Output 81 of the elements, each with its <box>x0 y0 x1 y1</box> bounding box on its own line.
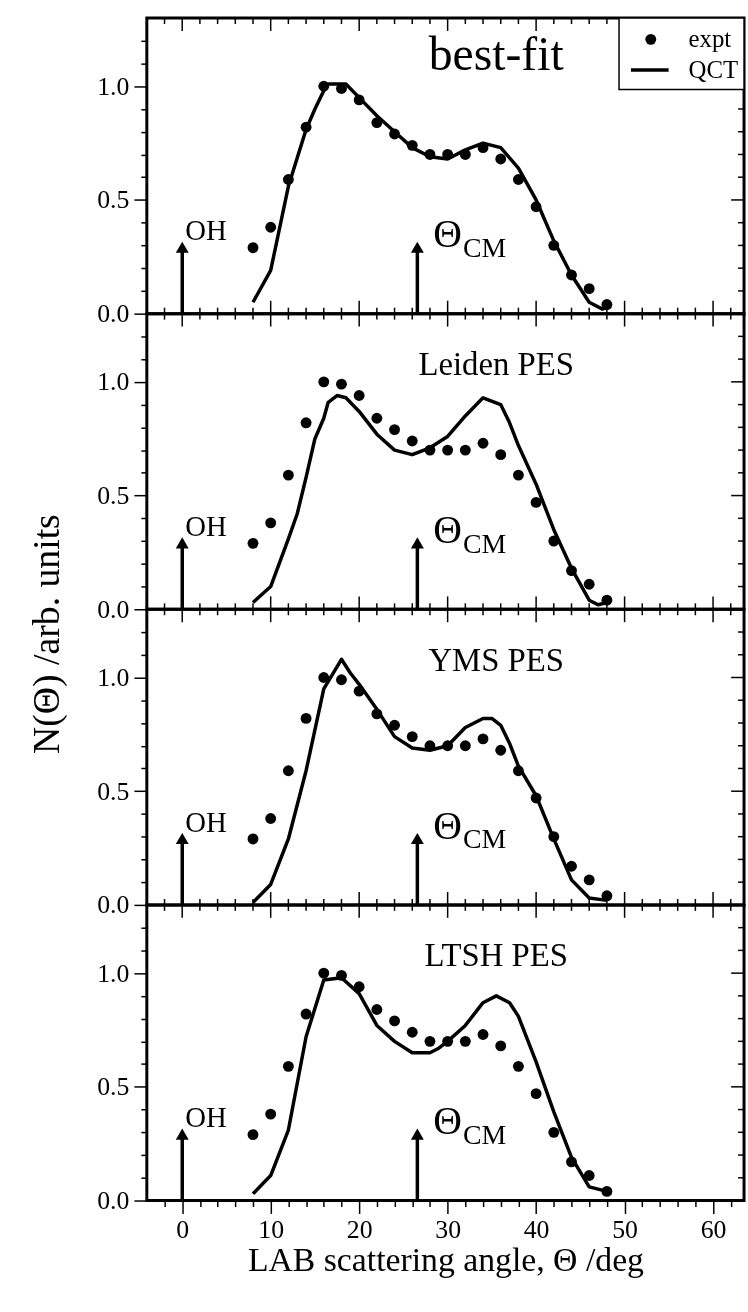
point <box>495 1040 507 1052</box>
y-tick-label: 1.0 <box>97 367 130 397</box>
point <box>477 437 489 449</box>
point <box>477 1029 489 1040</box>
point <box>583 283 595 295</box>
point <box>512 174 524 185</box>
point <box>548 1126 560 1138</box>
point <box>371 412 383 424</box>
text: LTSH PES <box>424 937 568 974</box>
annotation: OH <box>185 509 227 542</box>
point <box>583 874 595 886</box>
annotation: OH <box>185 214 227 247</box>
point <box>495 449 507 461</box>
point <box>495 744 507 756</box>
text: YMS PES <box>428 641 564 678</box>
point <box>265 1108 277 1120</box>
point <box>282 1060 294 1072</box>
point <box>318 672 330 683</box>
y-tick-label: 0.5 <box>97 185 130 215</box>
point <box>247 537 259 549</box>
point <box>406 435 418 447</box>
point <box>495 153 507 165</box>
point <box>300 1008 312 1020</box>
x-tick-label: 60 <box>700 1214 727 1244</box>
point <box>371 1004 383 1015</box>
x-axis-title: LAB scattering angle, Θ /deg <box>247 1241 645 1279</box>
y-tick-label: 0.0 <box>97 1185 130 1215</box>
point <box>512 1060 524 1072</box>
y-tick-label: 0.5 <box>97 1072 130 1102</box>
x-tick-label: 30 <box>435 1214 462 1244</box>
point <box>389 719 400 731</box>
text: Leiden PES <box>418 346 574 383</box>
point <box>300 417 312 429</box>
point <box>336 378 347 390</box>
legend-label: QCT <box>688 56 739 84</box>
point <box>247 833 259 845</box>
x-tick-label: 50 <box>612 1214 638 1244</box>
point <box>318 376 330 388</box>
point <box>583 578 595 590</box>
point <box>282 469 294 481</box>
point <box>300 713 312 724</box>
legend-label: expt <box>688 25 732 53</box>
y-tick-label: 0.0 <box>97 299 130 329</box>
point <box>442 444 454 456</box>
point <box>282 765 294 777</box>
annotation: OH <box>185 1101 227 1134</box>
point <box>459 1035 471 1047</box>
x-tick-label: 20 <box>346 1214 373 1244</box>
point <box>459 740 471 752</box>
y-tick-label: 1.0 <box>97 662 130 692</box>
y-tick-label: 0.0 <box>97 890 130 920</box>
point <box>265 517 277 529</box>
point <box>353 390 365 401</box>
point <box>247 242 259 254</box>
x-tick-label: 0 <box>176 1214 190 1244</box>
point <box>265 221 277 233</box>
point <box>265 813 277 824</box>
point <box>583 1170 595 1181</box>
point <box>424 1035 436 1047</box>
y-axis-title: N(Θ) /arb. units <box>24 514 68 754</box>
point <box>247 1129 259 1141</box>
point <box>336 674 347 686</box>
point <box>530 496 542 508</box>
y-tick-label: 1.0 <box>97 71 130 101</box>
point <box>512 469 524 481</box>
point <box>389 1015 400 1027</box>
point <box>318 967 330 979</box>
chart-title: best-fit <box>428 27 564 80</box>
point <box>530 1088 542 1100</box>
y-tick-label: 1.0 <box>97 958 130 988</box>
point <box>406 1026 418 1038</box>
y-tick-label: 0.5 <box>97 481 130 510</box>
y-tick-label: 0.0 <box>97 594 130 624</box>
point <box>477 733 489 745</box>
y-tick-label: 0.5 <box>97 776 130 806</box>
x-tick-label: 40 <box>523 1214 550 1244</box>
annotation: OH <box>185 805 227 838</box>
point <box>406 731 418 743</box>
x-tick-label: 10 <box>258 1214 285 1244</box>
point <box>459 444 471 456</box>
point <box>389 424 400 436</box>
